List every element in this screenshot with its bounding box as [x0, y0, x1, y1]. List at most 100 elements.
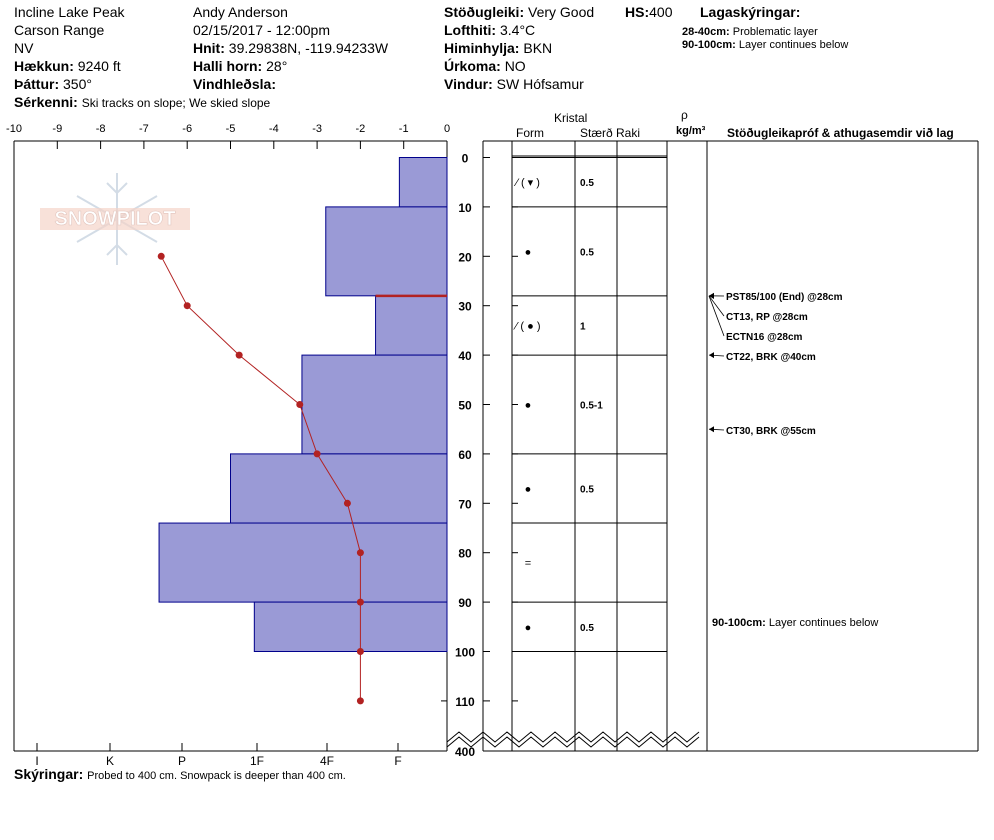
wind-loading: Vindhleðsla: — [193, 76, 276, 92]
temperature-point — [343, 499, 351, 507]
depth-tick-label: 100 — [455, 646, 475, 660]
elevation: Hækkun: 9240 ft — [14, 58, 121, 74]
layer-comment: 90-100cm: Layer continues below — [712, 617, 878, 629]
features-value: Ski tracks on slope; We skied slope — [81, 96, 271, 110]
notes-label: Skýringar: — [14, 766, 84, 782]
observer-name: Andy Anderson — [193, 4, 288, 20]
layer-note-range: 28-40cm: — [682, 26, 730, 38]
hardness-tick-label: 4F — [320, 754, 334, 768]
crystal-size: 0.5 — [580, 178, 594, 189]
depth-break-zigzag — [446, 736, 700, 748]
precip-value: NO — [504, 58, 526, 74]
depth-tick-label: 70 — [458, 497, 472, 511]
wind-value: SW Hófsamur — [496, 76, 584, 92]
features: Sérkenni: Ski tracks on slope; We skied … — [14, 94, 270, 111]
notes-text: Probed to 400 cm. Snowpack is deeper tha… — [87, 770, 346, 782]
layer-comment-text: Layer continues below — [769, 617, 879, 629]
coordinates: Hnit: 39.29838N, -119.94233W — [193, 40, 388, 56]
stability-test: PST85/100 (End) @28cm — [726, 292, 843, 303]
stability-test: CT22, BRK @40cm — [726, 352, 816, 363]
range-name: Carson Range — [14, 22, 105, 38]
wind: Vindur: SW Hófsamur — [444, 76, 584, 92]
crystal-form-symbol: ● — [525, 246, 532, 258]
temperature-point — [183, 302, 191, 310]
depth-break-zigzag — [446, 731, 700, 743]
stability-test: CT30, BRK @55cm — [726, 426, 816, 437]
crystal-form-symbol: ⁄ ( ▾ ) — [513, 177, 540, 189]
crystal-size: 0.5 — [580, 484, 594, 495]
temp-tick-label: -7 — [139, 123, 149, 135]
hardness-tick-label: I — [35, 754, 38, 768]
hardness-bar — [158, 522, 448, 603]
air-temperature: Lofthiti: 3.4°C — [444, 22, 535, 38]
temperature-point — [356, 549, 364, 557]
temperature-point — [356, 598, 364, 606]
layer-note: 28-40cm: Problematic layer — [682, 24, 818, 40]
layer-note: 90-100cm: Layer continues below — [682, 37, 848, 53]
crystal-size: 0.5 — [580, 247, 594, 258]
aspect: Þáttur: 350° — [14, 76, 92, 92]
elevation-label: Hækkun: — [14, 58, 74, 74]
hardness-tick-label: K — [106, 754, 114, 768]
air-temp-label: Lofthiti: — [444, 22, 497, 38]
layer-note-range: 90-100cm: — [682, 39, 736, 51]
tests-header: Stöðugleikapróf & athugasemdir við lag — [727, 126, 954, 140]
crystal-form-symbol: ● — [525, 622, 532, 634]
depth-tick-label: 10 — [458, 201, 472, 215]
crystal-size: 0.5 — [580, 623, 594, 634]
temperature-point — [356, 648, 364, 655]
observation-datetime: 02/15/2017 - 12:00pm — [193, 22, 330, 38]
sky-value: BKN — [523, 40, 553, 56]
coords-value: 39.29838N, -119.94233W — [228, 40, 389, 56]
depth-tick-label: 90 — [458, 596, 472, 610]
stability-label: Stöðugleiki: — [444, 4, 525, 20]
hs-value: 400 — [649, 4, 673, 20]
test-arrowhead — [709, 352, 714, 359]
temperature-point — [296, 401, 304, 408]
temp-tick-label: -4 — [269, 123, 279, 135]
layer-comment-range: 90-100cm: — [712, 617, 769, 629]
moisture-header: Raki — [616, 126, 641, 140]
depth-tick-label: 40 — [458, 349, 472, 363]
temperature-point — [235, 351, 243, 359]
features-label: Sérkenni: — [14, 94, 78, 110]
temp-tick-label: -5 — [226, 123, 236, 135]
layer-notes-title: Lagaskýringar: — [700, 4, 801, 20]
temp-tick-label: -9 — [52, 123, 62, 135]
hs-label: HS: — [625, 4, 650, 20]
test-pointer-line — [708, 295, 725, 337]
layer-note-text: Layer continues below — [738, 39, 849, 51]
size-header: Stærð — [580, 126, 613, 140]
depth-tick-label: 50 — [458, 399, 472, 413]
sky-cover: Himinhylja: BKN — [444, 40, 552, 56]
hardness-tick-label: F — [394, 754, 401, 768]
air-temp-value: 3.4°C — [499, 22, 536, 38]
test-pointer-line — [708, 295, 725, 317]
slope-angle: Halli horn: 28° — [193, 58, 287, 74]
hardness-tick-label: 1F — [250, 754, 264, 768]
depth-tick-label: 20 — [458, 250, 472, 264]
temp-tick-label: -6 — [182, 123, 192, 135]
depth-tick-label: 80 — [458, 547, 472, 561]
wind-loading-label: Vindhleðsla: — [193, 76, 276, 92]
crystal-form-symbol: ● — [525, 400, 532, 412]
crystal-size: 0.5-1 — [580, 401, 603, 412]
precip-label: Úrkoma: — [444, 58, 501, 74]
temp-tick-label: -10 — [6, 123, 22, 135]
logo-text: SNOWPILOT — [54, 208, 175, 230]
hardness-bar — [253, 601, 448, 652]
sky-label: Himinhylja: — [444, 40, 520, 56]
crystal-header: Kristal — [554, 111, 588, 125]
depth-bottom-label: 400 — [455, 745, 475, 759]
aspect-value: 350° — [63, 76, 92, 92]
precipitation: Úrkoma: NO — [444, 58, 526, 74]
density-unit-header: kg/m³ — [676, 125, 706, 137]
depth-tick-label: 60 — [458, 448, 472, 462]
temp-tick-label: 0 — [444, 123, 450, 135]
notes: Skýringar: Probed to 400 cm. Snowpack is… — [14, 766, 346, 784]
aspect-label: Þáttur: — [14, 76, 60, 92]
stability: Stöðugleiki: Very Good — [444, 4, 594, 20]
depth-tick-label: 30 — [458, 300, 472, 314]
temperature-point — [356, 697, 364, 705]
layer-note-text: Problematic layer — [732, 26, 818, 38]
